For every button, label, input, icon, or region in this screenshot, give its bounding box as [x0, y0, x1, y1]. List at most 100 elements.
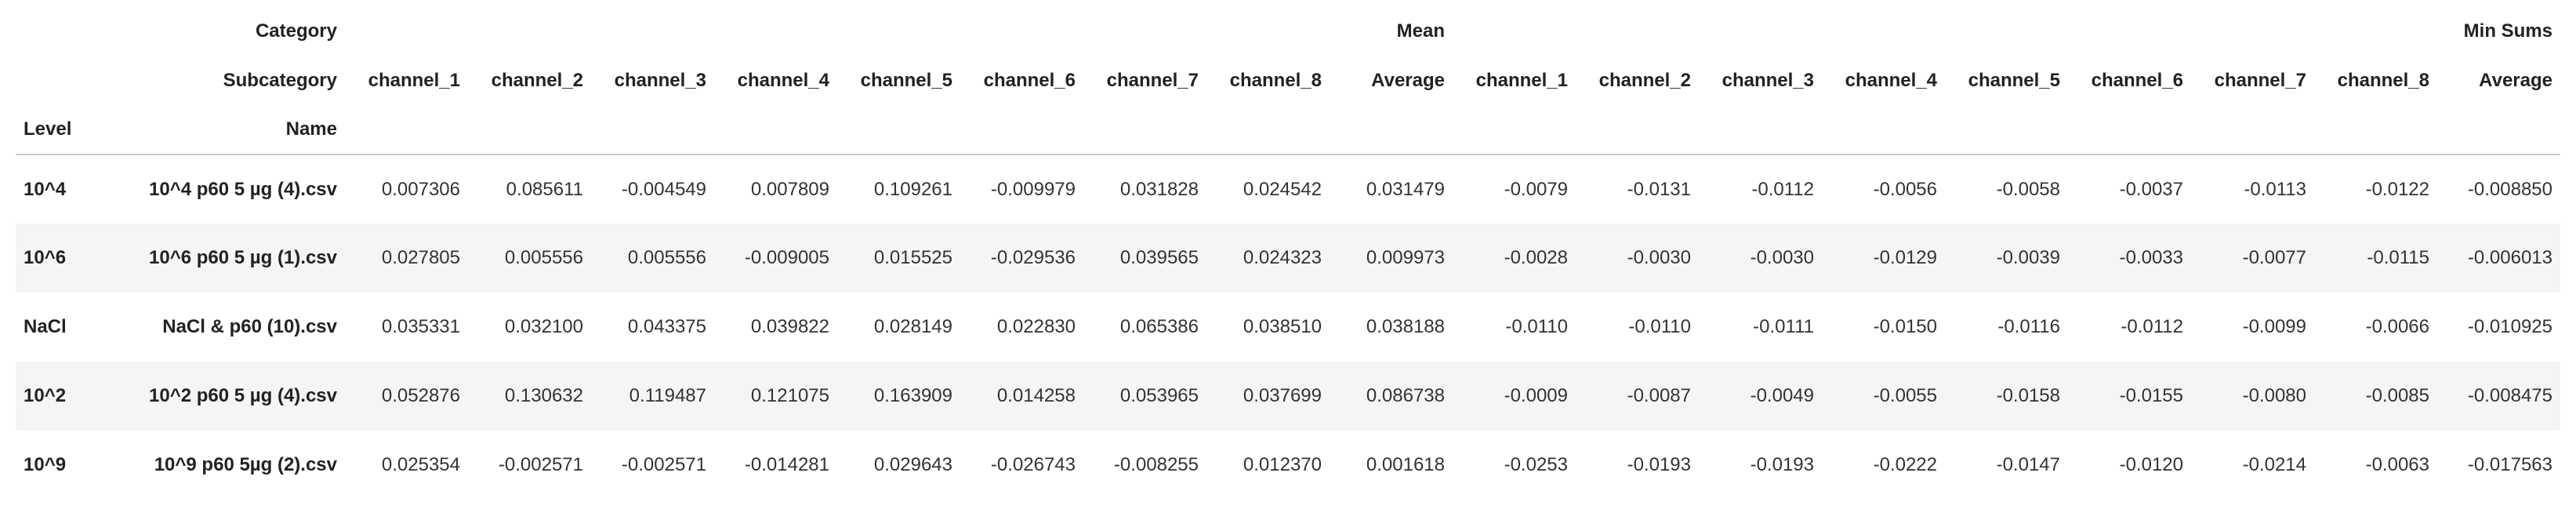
row-name: NaCl & p60 (10).csv [162, 316, 337, 337]
cell-value: 0.025354 [381, 454, 460, 475]
cell-value: 0.012370 [1243, 454, 1322, 475]
subcategory-header: channel_4 [737, 69, 829, 91]
cell-value: -0.0063 [2365, 454, 2429, 475]
subcategory-header: channel_7 [2214, 69, 2306, 91]
cell-value: -0.0080 [2242, 385, 2306, 406]
cell-value: -0.0110 [1628, 316, 1691, 337]
cell-value: -0.0150 [1873, 316, 1937, 337]
cell-value: 0.024542 [1243, 178, 1322, 200]
cell-value: -0.0115 [2367, 247, 2429, 268]
data-row: 10^6 10^6 p60 5 µg (1).csv 0.027805 0.00555… [16, 224, 2560, 293]
cell-value: -0.0066 [2365, 316, 2429, 337]
category-header: Mean [1396, 20, 1445, 42]
cell-value: -0.0113 [2244, 178, 2306, 200]
subcategory-header: channel_3 [614, 69, 706, 91]
header-row: Subcategory channel_1 channel_2 channel_3 ch… [16, 56, 2560, 105]
index-names-row: Level Name [16, 105, 2560, 155]
subcategory-header: channel_2 [1598, 69, 1691, 91]
cell-value: 0.085611 [506, 178, 583, 200]
cell-value: -0.0028 [1504, 247, 1568, 268]
category-label: Category [255, 20, 337, 42]
header-spacer [345, 105, 2560, 155]
index-name: Name [110, 105, 345, 155]
subcategory-header: channel_4 [1845, 69, 1937, 91]
cell-value: 0.015525 [873, 247, 952, 268]
cell-value: -0.0116 [1997, 316, 2060, 337]
cell-value: 0.014258 [996, 385, 1076, 406]
subcategory-header: channel_6 [2091, 69, 2183, 91]
cell-value: -0.017563 [2467, 454, 2552, 475]
cell-value: -0.0058 [1996, 178, 2060, 200]
cell-value: 0.005556 [504, 247, 583, 268]
row-level: 10^6 [24, 247, 67, 268]
cell-value: -0.0120 [2119, 454, 2183, 475]
row-name: 10^9 p60 5µg (2).csv [154, 454, 337, 475]
cell-value: -0.0009 [1504, 385, 1568, 406]
cell-value: -0.0049 [1750, 385, 1814, 406]
row-name: 10^2 p60 5 µg (4).csv [149, 385, 337, 406]
subcategory-header: Average [2479, 69, 2552, 91]
subcategory-header: channel_1 [1475, 69, 1568, 91]
cell-value: -0.0099 [2242, 316, 2306, 337]
cell-value: -0.0030 [1750, 247, 1814, 268]
data-row: 10^2 10^2 p60 5 µg (4).csv 0.052876 0.13063… [16, 362, 2560, 431]
cell-value: 0.029643 [873, 454, 952, 475]
cell-value: -0.014281 [744, 454, 829, 475]
cell-value: -0.0033 [2119, 247, 2183, 268]
subcategory-label: Subcategory [223, 69, 337, 91]
cell-value: -0.0077 [2242, 247, 2306, 268]
cell-value: -0.0056 [1873, 178, 1937, 200]
cell-value: 0.053965 [1119, 385, 1199, 406]
data-row: 10^9 10^9 p60 5µg (2).csv 0.025354 -0.00257… [16, 431, 2560, 500]
subcategory-header: channel_7 [1106, 69, 1199, 91]
cell-value: -0.029536 [990, 247, 1076, 268]
cell-value: -0.0079 [1504, 178, 1568, 200]
cell-value: 0.043375 [627, 316, 706, 337]
cell-value: -0.008255 [1113, 454, 1199, 475]
cell-value: 0.039822 [750, 316, 829, 337]
cell-value: 0.022830 [996, 316, 1076, 337]
cell-value: -0.0147 [1996, 454, 2060, 475]
cell-value: -0.0085 [2365, 385, 2429, 406]
cell-value: -0.0112 [2121, 316, 2183, 337]
cell-value: -0.002571 [498, 454, 583, 475]
cell-value: -0.0155 [2119, 385, 2183, 406]
cell-value: -0.0087 [1627, 385, 1691, 406]
cell-value: -0.010925 [2467, 316, 2552, 337]
cell-value: -0.0039 [1996, 247, 2060, 268]
subcategory-header: channel_6 [983, 69, 1076, 91]
cell-value: -0.0158 [1996, 385, 2060, 406]
subcategory-header: channel_1 [368, 69, 460, 91]
subcategory-header: channel_8 [1229, 69, 1322, 91]
cell-value: -0.002571 [621, 454, 706, 475]
cell-value: -0.0129 [1873, 247, 1937, 268]
cell-value: -0.008475 [2467, 385, 2552, 406]
cell-value: -0.0037 [2119, 178, 2183, 200]
cell-value: -0.0193 [1627, 454, 1691, 475]
cell-value: 0.038510 [1243, 316, 1322, 337]
cell-value: 0.007809 [750, 178, 829, 200]
cell-value: 0.007306 [381, 178, 460, 200]
cell-value: -0.0253 [1504, 454, 1568, 475]
cell-value: 0.028149 [873, 316, 952, 337]
cell-value: 0.005556 [627, 247, 706, 268]
cell-value: 0.065386 [1119, 316, 1199, 337]
cell-value: -0.0030 [1627, 247, 1691, 268]
row-level: NaCl [24, 316, 67, 337]
cell-value: -0.0122 [2365, 178, 2429, 200]
index-name: Level [16, 105, 110, 155]
cell-value: 0.035331 [381, 316, 460, 337]
cell-value: -0.0055 [1873, 385, 1937, 406]
subcategory-header: channel_3 [1722, 69, 1814, 91]
data-row: NaCl NaCl & p60 (10).csv 0.035331 0.032100 0… [16, 293, 2560, 362]
cell-value: 0.086738 [1366, 385, 1445, 406]
cell-value: 0.130632 [504, 385, 583, 406]
cell-value: 0.031828 [1119, 178, 1199, 200]
row-level: 10^4 [24, 178, 67, 200]
subcategory-header: channel_5 [1968, 69, 2060, 91]
cell-value: 0.009973 [1366, 247, 1445, 268]
cell-value: 0.031479 [1366, 178, 1445, 200]
cell-value: 0.037699 [1243, 385, 1322, 406]
cell-value: 0.001618 [1366, 454, 1445, 475]
